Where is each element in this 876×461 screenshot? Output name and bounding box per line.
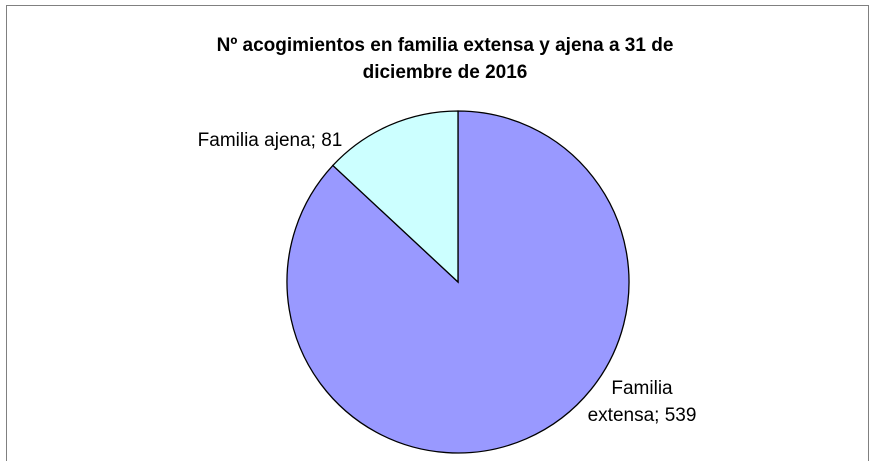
chart-title: Nº acogimientos en familia extensa y aje…: [216, 35, 674, 83]
pie-slice: [331, 110, 459, 284]
data-label: Familia extensa; 539: [587, 378, 697, 426]
chart-frame: [6, 5, 869, 461]
pie-slice: [286, 110, 630, 454]
data-label: Familia ajena; 81: [197, 130, 343, 151]
